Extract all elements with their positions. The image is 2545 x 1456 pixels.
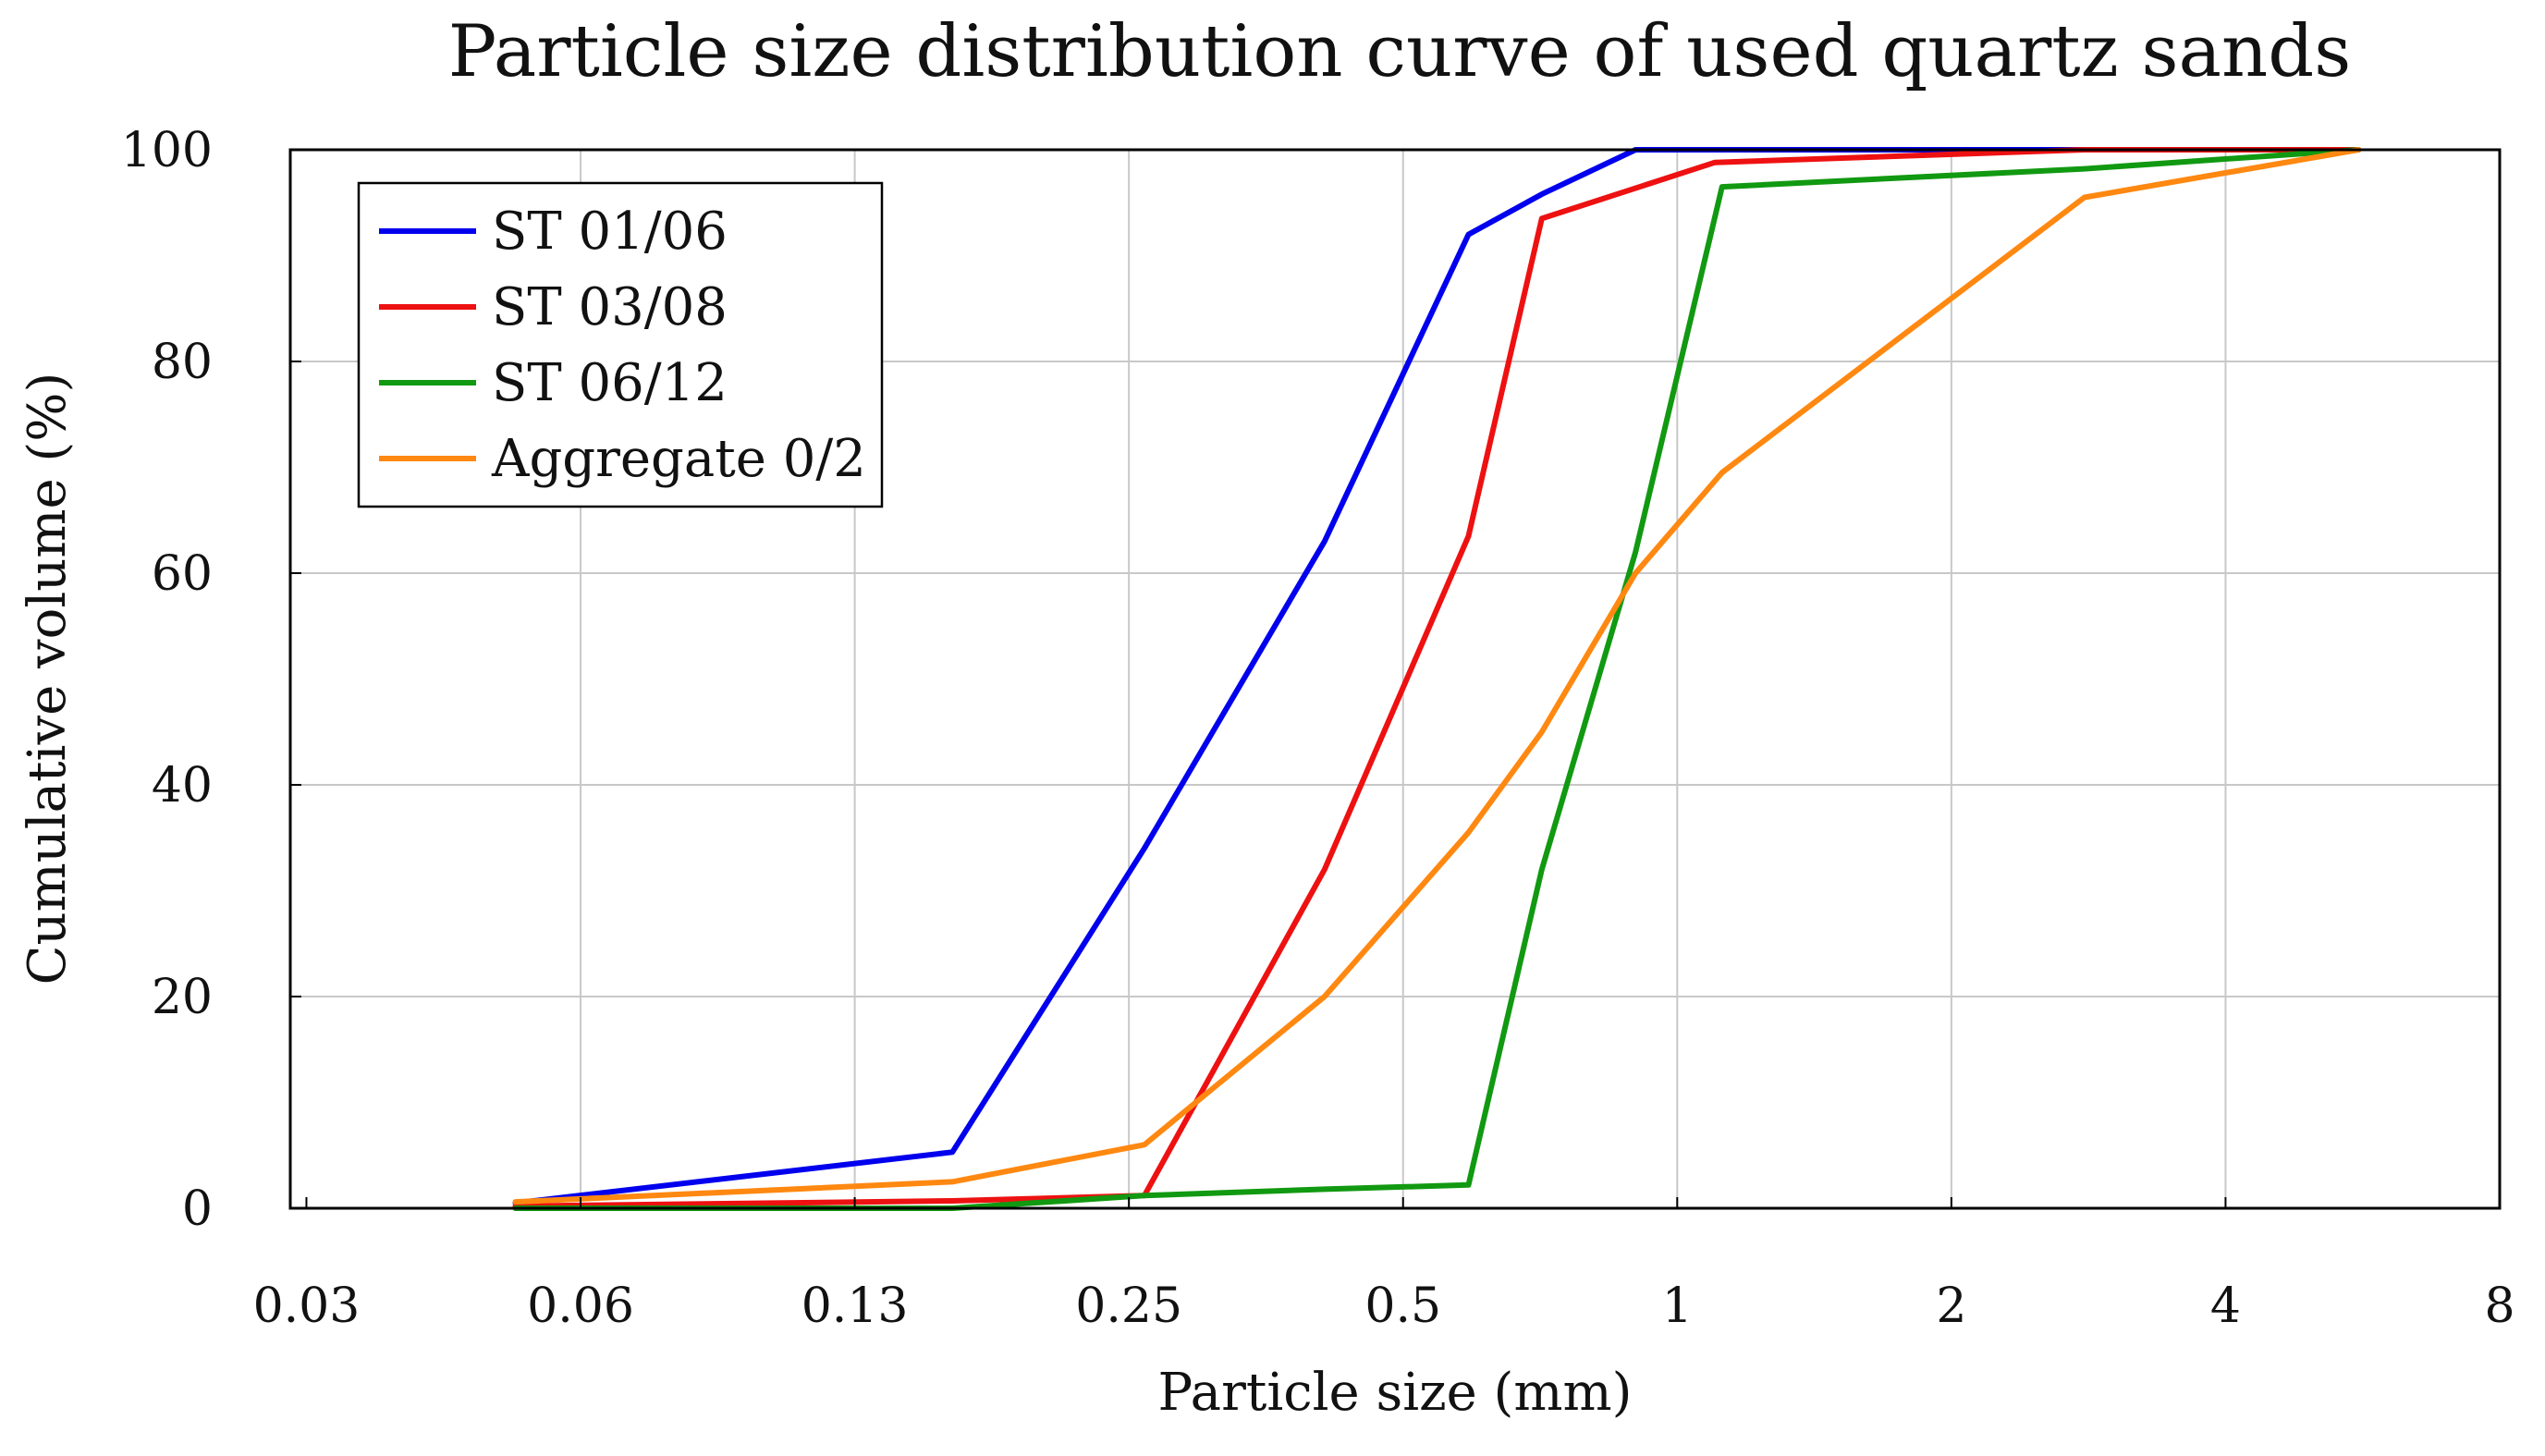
- x-tick-label: 8: [2484, 1279, 2514, 1334]
- chart-title: Particle size distribution curve of used…: [448, 10, 2352, 93]
- x-axis-label: Particle size (mm): [1158, 1363, 1633, 1423]
- x-tick-label: 1: [1662, 1279, 1693, 1334]
- legend-label: Aggregate 0/2: [491, 429, 866, 489]
- x-axis-ticks: 0.03 0.06 0.13 0.25 0.5 1 2 4 8: [253, 1197, 2515, 1334]
- x-tick-label: 0.06: [527, 1279, 634, 1334]
- legend-box: [357, 181, 884, 508]
- y-tick-label: 60: [152, 546, 213, 602]
- x-tick-label: 0.5: [1364, 1279, 1441, 1334]
- x-tick-label: 4: [2210, 1279, 2241, 1334]
- y-tick-label: 20: [152, 970, 213, 1025]
- plot-frame: [288, 148, 2502, 1210]
- y-tick-label: 40: [152, 758, 213, 814]
- y-tick-label: 100: [121, 123, 213, 178]
- y-axis-ticks: 0 20 40 60 80 100: [121, 123, 301, 1237]
- x-tick-label: 0.13: [801, 1279, 909, 1334]
- legend-items: ST 01/06 ST 03/08 ST 06/12 Aggregate 0/2: [379, 202, 866, 489]
- series-line-2: [512, 147, 2362, 1209]
- x-tick-label: 2: [1936, 1279, 1966, 1334]
- series-line-4: [512, 147, 2362, 1205]
- legend-label: ST 01/06: [492, 202, 728, 262]
- series-line-3: [512, 147, 2362, 1211]
- y-tick-label: 0: [182, 1181, 213, 1237]
- legend-label: ST 06/12: [492, 353, 728, 413]
- x-tick-label: 0.25: [1075, 1279, 1182, 1334]
- x-tick-label: 0.03: [253, 1279, 361, 1334]
- legend-label: ST 03/08: [492, 277, 728, 337]
- y-tick-label: 80: [152, 335, 213, 390]
- y-axis-label: Cumulative volume (%): [18, 373, 78, 985]
- legend: ST 01/06 ST 03/08 ST 06/12 Aggregate 0/2: [357, 181, 884, 508]
